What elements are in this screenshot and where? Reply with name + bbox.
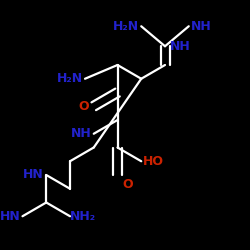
- Text: O: O: [122, 178, 133, 192]
- Text: NH: NH: [71, 127, 92, 140]
- Text: NH₂: NH₂: [70, 210, 96, 223]
- Text: H₂N: H₂N: [57, 72, 83, 85]
- Text: O: O: [78, 100, 89, 113]
- Text: NH: NH: [191, 20, 212, 33]
- Text: HN: HN: [0, 210, 20, 223]
- Text: HO: HO: [143, 155, 164, 168]
- Text: HN: HN: [24, 168, 44, 181]
- Text: H₂N: H₂N: [113, 20, 139, 33]
- Text: NH: NH: [170, 40, 190, 53]
